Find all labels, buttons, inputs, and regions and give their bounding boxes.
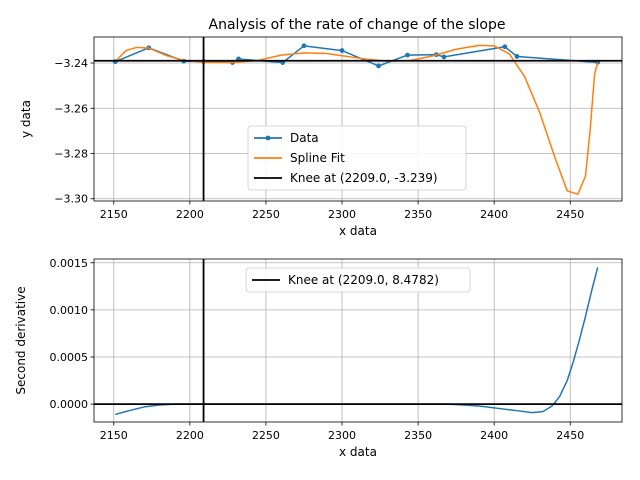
y-tick-label: −3.26 [54,102,88,115]
figure-title: Analysis of the rate of change of the sl… [209,17,506,33]
x-tick-label: 2450 [556,429,584,442]
data-point [301,43,307,49]
bottom-chart: 2150 2200 2250 2300 2350 2400 2450 0.0000 0.0005… [14,257,623,459]
axes-frame [93,36,623,202]
y-tick-label: −3.24 [54,57,88,70]
legend: Data Spline Fit Knee at (2209.0, -3.239) [247,125,467,191]
legend-marker [265,135,271,141]
y-tick-label: −3.28 [54,147,88,160]
x-axis-label: x data [339,224,377,238]
legend-label: Knee at (2209.0, -3.239) [290,171,438,185]
data-point [339,48,345,53]
data-point [441,54,447,60]
plot-area [94,37,622,201]
x-axis-label: x data [339,445,377,459]
y-tick-label: −3.30 [54,193,88,206]
legend-label: Knee at (2209.0, 8.4782) [288,273,439,287]
legend-box [245,267,471,293]
x-tick-label: 2350 [404,208,432,221]
y-tick-label: 0.0015 [50,257,89,270]
x-tick-label: 2200 [176,208,204,221]
y-axis-label: y data [19,100,33,138]
y-tick-label: 0.0000 [50,398,89,411]
x-tick-label: 2150 [100,208,128,221]
legend-label: Spline Fit [290,151,345,165]
top-chart: 2150 2200 2250 2300 2350 2400 2450 −3.24 −3.26 −3… [19,36,623,238]
x-tick-label: 2300 [328,208,356,221]
legend-label: Data [290,131,319,145]
x-tick-label: 2350 [404,429,432,442]
x-tick-label: 2400 [480,429,508,442]
data-point [376,63,381,69]
legend: Knee at (2209.0, 8.4782) [245,267,471,293]
x-tick-label: 2250 [252,429,280,442]
plot-area [94,259,622,422]
x-tick-label: 2250 [252,208,280,221]
x-tick-label: 2450 [556,208,584,221]
x-tick-label: 2200 [176,429,204,442]
x-tick-label: 2300 [328,429,356,442]
axes-frame [93,258,623,423]
data-point [405,52,410,58]
y-tick-label: 0.0005 [50,351,89,364]
y-axis-label: Second derivative [14,286,28,394]
legend-box [247,125,467,191]
y-tick-label: 0.0010 [50,304,89,317]
x-tick-label: 2150 [100,429,128,442]
data-point [514,54,520,59]
x-tick-label: 2400 [480,208,508,221]
data-point [502,44,508,50]
